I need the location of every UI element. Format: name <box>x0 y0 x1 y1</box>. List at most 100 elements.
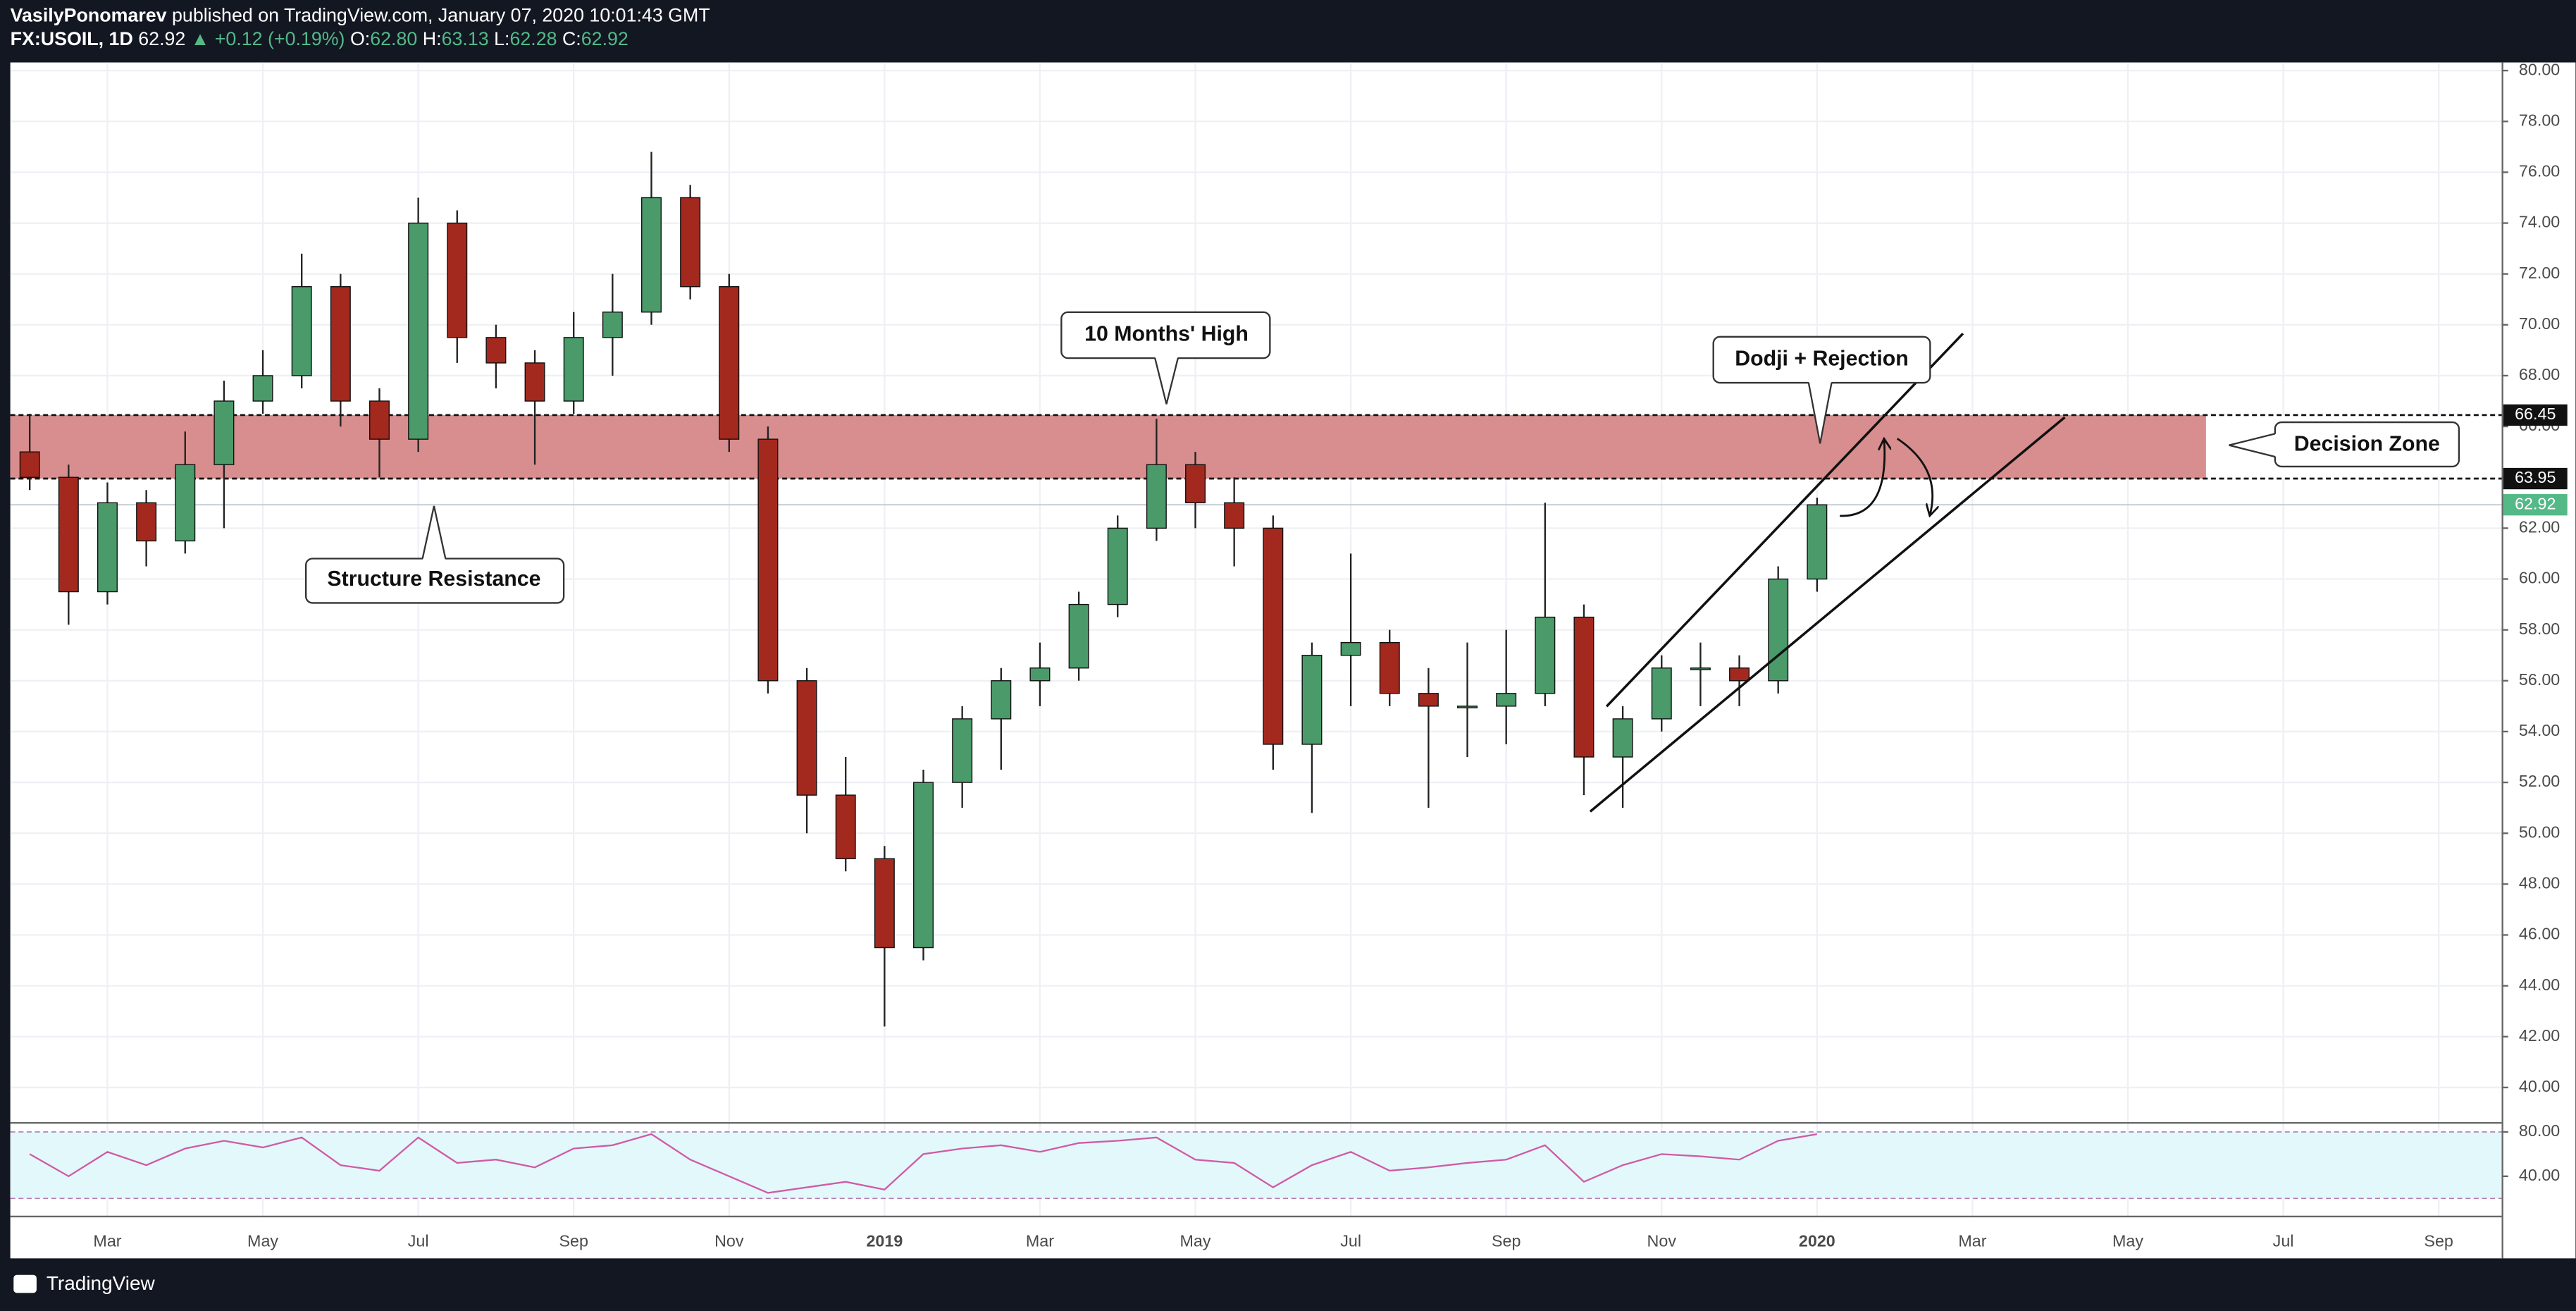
candles <box>19 152 1828 1027</box>
price-badge <box>2503 404 2568 426</box>
y-tick-label: 70.00 <box>2519 314 2560 333</box>
candle-body <box>1301 655 1323 745</box>
rsi-band <box>10 1131 2502 1199</box>
x-tick-label: Sep <box>1492 1231 1521 1250</box>
callouts: 10 Months' High Dodji + Rejection Struct… <box>304 311 2460 604</box>
candle-body <box>796 680 817 796</box>
candle-body <box>1612 718 1633 758</box>
trend-line <box>1589 416 2066 813</box>
x-tick-label: Sep <box>2424 1231 2453 1250</box>
candle-body <box>1535 616 1556 694</box>
candle-body <box>991 680 1012 720</box>
x-tick-label: Jul <box>1340 1231 1361 1250</box>
last-price-label: 62.92 <box>2515 494 2556 512</box>
y-tick-label: 76.00 <box>2519 162 2560 180</box>
callout-pointer <box>1154 357 1179 405</box>
candle-body <box>1107 527 1128 605</box>
callout: 10 Months' High <box>1060 311 1271 405</box>
candle-body <box>1068 603 1089 669</box>
price-badge-label: 63.95 <box>2515 468 2556 486</box>
candle-body <box>291 286 312 376</box>
candle-body <box>1651 667 1672 720</box>
x-tick-label: May <box>2112 1231 2143 1250</box>
candle-body <box>175 464 196 542</box>
callout-pointer <box>421 505 447 559</box>
candle-body <box>1340 641 1361 656</box>
price-badge <box>2503 467 2568 490</box>
candle-body <box>408 222 429 440</box>
ohlc-value: 63.13 <box>442 28 489 49</box>
candle-body <box>1690 667 1711 670</box>
candle-body <box>757 438 779 682</box>
callout: Dodji + Rejection <box>1712 336 1931 444</box>
candle-body <box>1457 706 1478 708</box>
ohlc-label: H: <box>423 28 442 49</box>
rsi-pane <box>10 1131 2502 1200</box>
callout-pointer <box>1807 382 1833 444</box>
candle-body <box>719 286 740 440</box>
ohlc-label: C: <box>562 28 581 49</box>
callout-pointer <box>1808 381 1832 444</box>
ohlc-value: 62.92 <box>581 28 628 49</box>
y-tick-label: 56.00 <box>2519 670 2560 689</box>
rsi-line <box>29 1133 1818 1194</box>
candle-body <box>252 375 273 402</box>
footer-logo: TradingView <box>13 1272 156 1294</box>
callout-pointer <box>2229 433 2276 458</box>
candle-body <box>1573 616 1594 758</box>
candle-body <box>1807 504 1828 580</box>
candle-body <box>58 476 79 593</box>
author: VasilyPonomarev <box>11 4 167 25</box>
rsi-tick-label: 80.00 <box>2519 1121 2560 1140</box>
brand: TradingView <box>47 1272 156 1294</box>
candle-body <box>485 337 507 364</box>
candle-body <box>641 197 662 313</box>
y-tick-label: 42.00 <box>2519 1026 2560 1045</box>
change: ▲ +0.12 (+0.19%) <box>191 28 345 49</box>
candle-body <box>19 451 40 478</box>
ohlc-value: 62.28 <box>509 28 557 49</box>
y-tick-label: 44.00 <box>2519 975 2560 994</box>
rsi-tick-label: 40.00 <box>2519 1166 2560 1184</box>
last-price-badge <box>2503 494 2568 516</box>
candle-body <box>1729 667 1750 682</box>
x-tick-label: Nov <box>714 1231 744 1250</box>
callout-text: Structure Resistance <box>327 567 540 591</box>
last: 62.92 <box>138 28 185 49</box>
chart-area <box>10 62 2576 1259</box>
y-tick-label: 68.00 <box>2519 365 2560 383</box>
y-tick-label: 74.00 <box>2519 213 2560 231</box>
candle-body <box>913 782 934 949</box>
x-tick-label: Mar <box>1026 1231 1054 1250</box>
candle-body <box>1263 527 1284 745</box>
ohlc-value: 62.80 <box>370 28 417 49</box>
candle-body <box>680 197 701 288</box>
y-tick-label: 40.00 <box>2519 1077 2560 1095</box>
x-tick-label: May <box>1180 1231 1211 1250</box>
y-tick-label: 72.00 <box>2519 264 2560 282</box>
x-tick-label: 2019 <box>866 1231 903 1250</box>
candle-body <box>1224 502 1245 529</box>
candle-body <box>524 362 545 402</box>
y-tick-label: 60.00 <box>2519 569 2560 587</box>
drawings <box>1589 332 2066 813</box>
candle-body <box>1496 693 1517 707</box>
y-tick-label: 52.00 <box>2519 772 2560 790</box>
candle-body <box>1768 578 1789 682</box>
axes: Mar May Jul Sep Nov 2019 Mar May Jul Sep Nov 2020 Ma… <box>93 60 2568 1250</box>
x-tick-label: May <box>247 1231 278 1250</box>
footer <box>0 1258 2576 1311</box>
candle-body <box>213 400 235 465</box>
y-tick-label: 80.00 <box>2519 60 2560 78</box>
candle-body <box>1029 667 1051 682</box>
x-tick-label: Nov <box>1647 1231 1677 1250</box>
candle-body <box>602 312 623 338</box>
candle-body <box>1146 464 1167 529</box>
x-tick-label: Jul <box>408 1231 429 1250</box>
candle-body <box>1185 464 1206 503</box>
callout: Decision Zone <box>2229 421 2460 468</box>
callout-text: 10 Months' High <box>1084 322 1249 345</box>
arrow <box>1896 438 1933 514</box>
